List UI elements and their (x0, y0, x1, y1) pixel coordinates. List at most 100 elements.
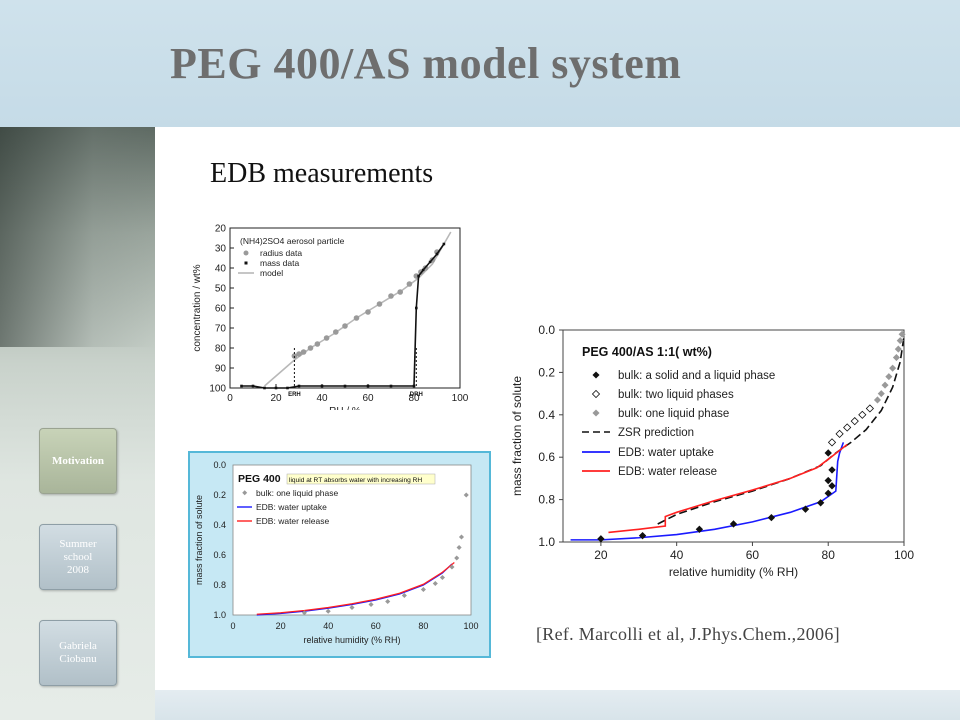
legend-swatch-one-liquid (592, 409, 600, 417)
radius-data-point (314, 341, 321, 347)
radius-data-point (323, 335, 330, 341)
x-tick-label: 40 (323, 621, 333, 631)
nav-label-summer-school: Summer school 2008 (59, 537, 97, 576)
legend-swatch-two-liquid (591, 389, 601, 399)
mass-data-point (240, 384, 243, 388)
chart-peg400-inset: 0 20 40 60 80 100 0.0 0.2 0.4 0.6 0.8 1.0 relative h… (188, 451, 491, 658)
annotation-label: DRH (410, 392, 423, 398)
solid-liquid-point (816, 499, 825, 507)
two-liquid-point (858, 410, 867, 419)
x-tick-label: 100 (463, 621, 478, 631)
y-tick-label: 0.4 (538, 408, 555, 422)
two-liquid-point (843, 423, 852, 432)
inset-title: PEG 400 (238, 473, 281, 485)
inset-note-box (286, 473, 436, 485)
radius-data-point (365, 309, 371, 315)
y-tick-label: 1.0 (213, 610, 226, 620)
mass-data-point (442, 242, 446, 246)
x-axis-label: relative humidity (% RH) (303, 635, 400, 645)
x-tick-label: 20 (594, 548, 608, 562)
solid-liquid-point (695, 525, 704, 533)
mass-data-point (417, 274, 420, 278)
x-tick-label: 20 (270, 393, 282, 404)
y-tick-label: 80 (215, 344, 227, 355)
reference-citation: [Ref. Marcolli et al, J.Phys.Chem.,2006] (536, 624, 840, 644)
radius-data-point (397, 289, 403, 295)
x-tick-label: 0 (230, 621, 235, 631)
radius-data-point (388, 293, 394, 299)
one-liquid-point (896, 337, 904, 345)
radius-data-point (307, 345, 314, 351)
legend-entry: EDB: water release (256, 516, 329, 526)
y-tick-label: 60 (215, 304, 227, 315)
nav-label-motivation: Motivation (52, 454, 104, 467)
x-tick-label: 0 (227, 393, 233, 404)
y-axis-label: concentration / wt% (192, 264, 203, 351)
bulk-data-point (439, 574, 445, 581)
legend-entry: bulk: a solid and a liquid phase (618, 370, 775, 382)
mass-data-point (415, 306, 418, 310)
mass-data-point (421, 268, 425, 272)
legend-entry: EDB: water uptake (618, 447, 714, 459)
x-axis-label: relative humidity (% RH) (669, 565, 798, 579)
x-tick-label: 60 (362, 393, 374, 404)
y-tick-label: 0.2 (213, 490, 226, 500)
slide-subtitle: EDB measurements (210, 158, 434, 189)
mass-data-point (343, 384, 347, 388)
legend-swatch-solid-liquid (592, 371, 600, 379)
x-tick-label: 80 (418, 621, 428, 631)
one-liquid-point (873, 396, 882, 404)
x-tick-label: 80 (408, 393, 420, 404)
nav-button-motivation[interactable]: Motivation (39, 428, 117, 494)
chart-peg400-as: 20 40 60 80 100 0.0 0.2 0.4 0.6 0.8 1.0 relative hu… (506, 318, 918, 580)
x-tick-label: 40 (670, 548, 684, 562)
y-tick-label: 50 (215, 284, 227, 295)
bulk-data-point (349, 604, 355, 611)
radius-data-point (300, 349, 307, 355)
two-liquid-point (835, 429, 844, 438)
mass-data-point (263, 386, 266, 390)
mass-data-point (286, 386, 289, 390)
y-tick-label: 90 (215, 364, 227, 375)
chart-as-background (188, 218, 478, 410)
x-tick-label: 60 (371, 621, 381, 631)
legend-entry: radius data (260, 248, 302, 258)
solid-liquid-point (638, 531, 647, 540)
sidebar-photo-shade (0, 127, 155, 347)
slide-title: PEG 400/AS model system (170, 39, 682, 88)
legend-swatch-radius (243, 250, 249, 256)
mass-data-point (412, 384, 416, 388)
radius-data-point (406, 281, 413, 287)
legend-entry: EDB: water uptake (256, 502, 327, 512)
nav-button-summer-school[interactable]: Summer school 2008 (39, 524, 117, 590)
legend-entry: mass data (260, 258, 299, 268)
nav-button-author[interactable]: Gabriela Ciobanu (39, 620, 117, 686)
x-tick-label: 80 (822, 548, 836, 562)
two-liquid-point (865, 404, 875, 413)
x-tick-label: 20 (276, 621, 286, 631)
x-tick-label: 60 (746, 548, 760, 562)
legend-entry: bulk: one liquid phase (618, 408, 729, 420)
mass-data-point (274, 386, 278, 390)
bulk-data-point (385, 598, 391, 605)
y-axis-label: mass fraction of solute (510, 376, 524, 496)
y-axis-label: mass fraction of solute (194, 495, 204, 585)
x-tick-label: 100 (894, 548, 914, 562)
y-tick-label: 70 (215, 324, 227, 335)
y-tick-label: 0.4 (213, 520, 226, 530)
nav-label-author: Gabriela Ciobanu (59, 640, 97, 665)
bulk-data-point (301, 610, 307, 616)
y-tick-label: 0.2 (538, 365, 555, 379)
bulk-data-point (401, 592, 407, 599)
two-liquid-point (850, 417, 859, 426)
legend-entry: ZSR prediction (618, 427, 694, 439)
series-release-line (608, 443, 848, 534)
chart-title: PEG 400/AS 1:1( wt%) (582, 345, 712, 359)
y-tick-label: 40 (215, 264, 227, 275)
legend-swatch-mass (244, 261, 248, 265)
one-liquid-point (881, 381, 889, 389)
radius-data-point (353, 315, 360, 321)
legend-title: (NH4)2SO4 aerosol particle (240, 236, 345, 246)
slide-header (0, 0, 960, 127)
plot-area (232, 464, 472, 616)
